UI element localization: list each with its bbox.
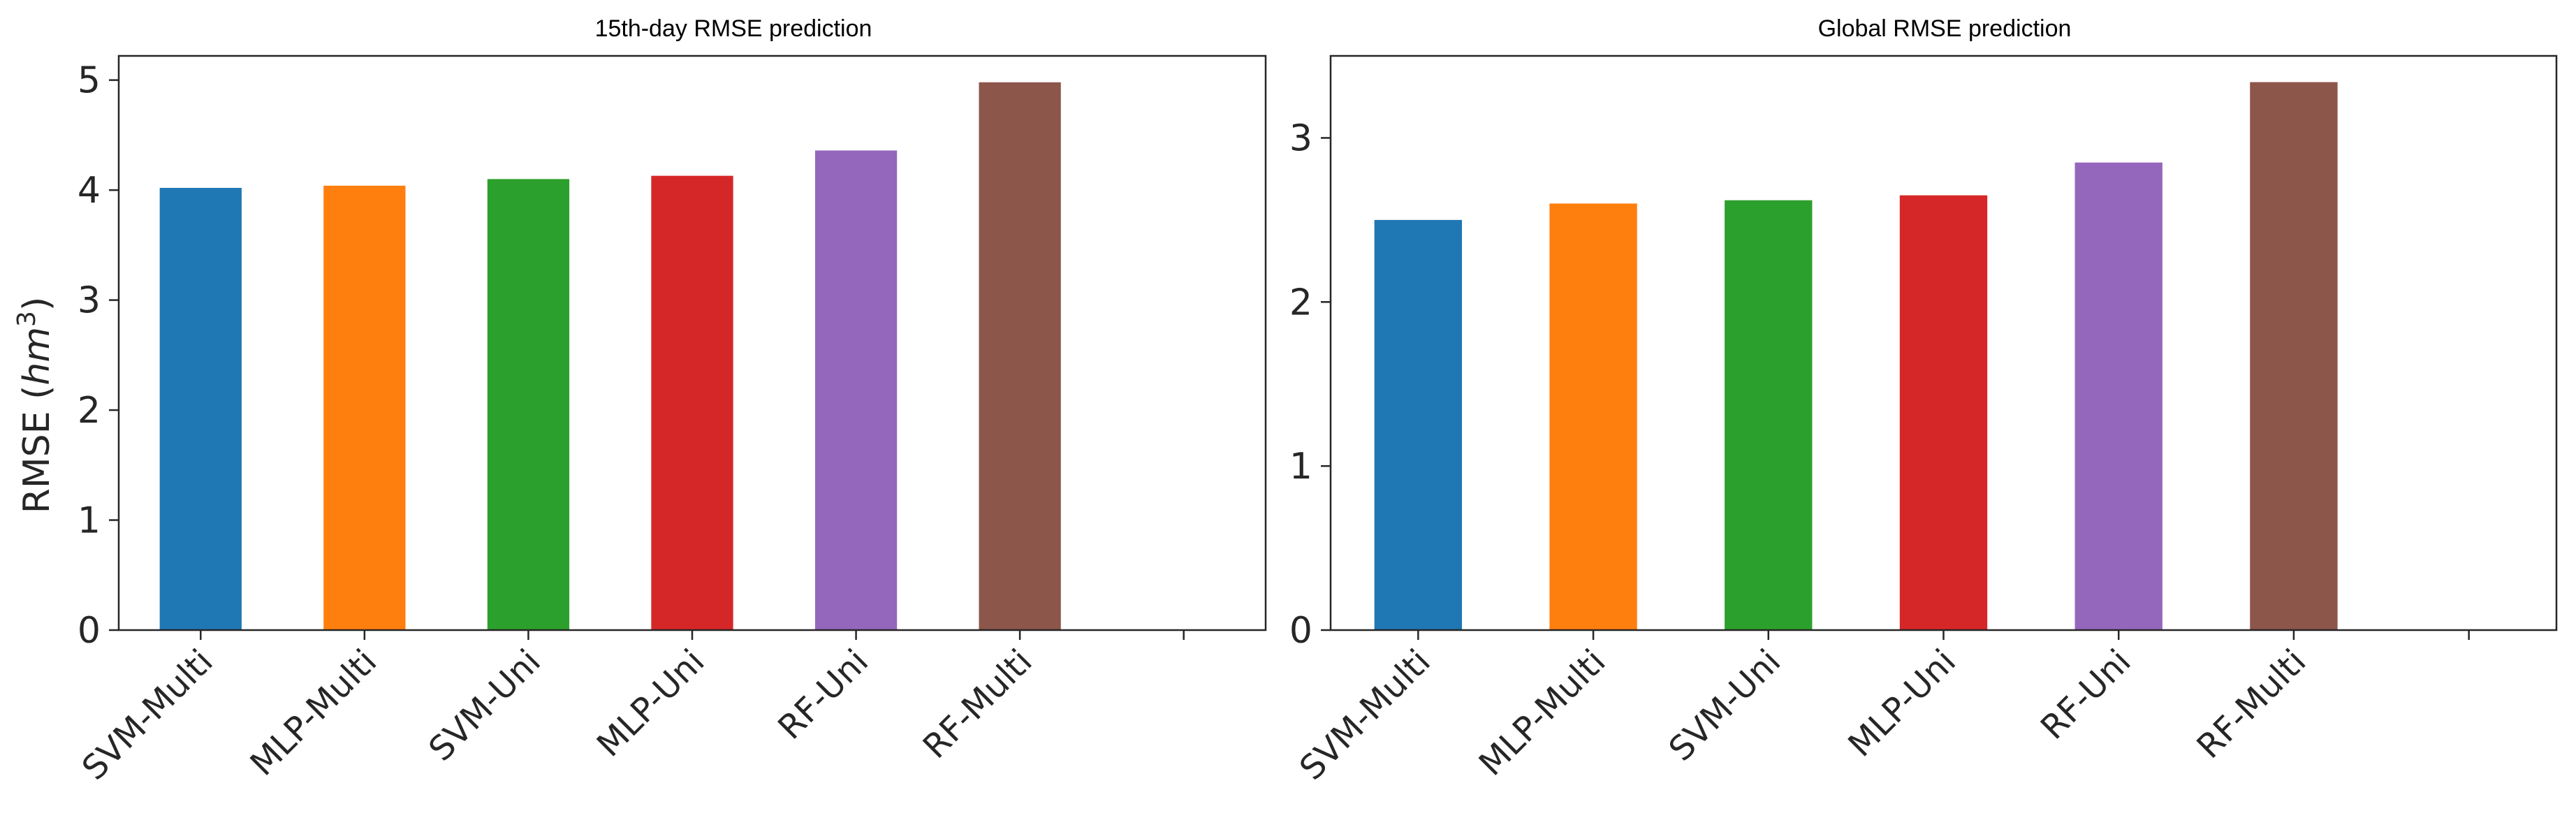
bar-rf-uni — [814, 150, 898, 630]
x-tick-label: SVM-Multi — [1292, 642, 1438, 788]
x-tick-label: MLP-Uni — [590, 642, 712, 765]
x-tick-label: SVM-Multi — [75, 642, 221, 788]
x-tick-label: SVM-Uni — [421, 642, 548, 769]
bar-mlp-uni — [1899, 195, 1988, 631]
chart-title: 15th-day RMSE prediction — [595, 15, 872, 42]
x-tick-label: RF-Uni — [2033, 642, 2139, 747]
x-tick-label: MLP-Multi — [243, 642, 385, 784]
x-tick-label: RF-Multi — [2189, 642, 2313, 766]
bar-mlp-multi — [1549, 203, 1637, 630]
plot-frame — [117, 54, 1267, 631]
y-tick-label: 3 — [78, 280, 101, 322]
y-axis-ticks: 0 1 2 3 4 5 — [78, 60, 119, 652]
y-tick-label: 2 — [1289, 282, 1312, 323]
y-tick-label: 1 — [1289, 446, 1312, 488]
x-tick-label: RF-Multi — [916, 642, 1040, 766]
y-tick-label: 5 — [78, 60, 101, 102]
y-tick-label: 0 — [1289, 610, 1312, 652]
x-tick-label: MLP-Uni — [1840, 642, 1963, 765]
chart-15th-day-rmse: 15th-day RMSE prediction RMSE (hm3) 0123… — [13, 15, 1267, 788]
y-axis-label-sup: 3 — [13, 311, 41, 327]
bar-rf-multi — [2250, 82, 2338, 630]
bar-rf-multi — [979, 82, 1061, 631]
bar-mlp-uni — [651, 175, 733, 630]
bar-rf-uni — [2074, 162, 2162, 630]
x-axis-ticks: SVM-Multi MLP-Multi SVM-Uni MLP-Uni RF-Uni RF… — [1292, 630, 2470, 788]
y-tick-label: 2 — [78, 390, 101, 432]
y-tick-label: 3 — [1289, 117, 1312, 159]
y-axis-label-italic: hm — [16, 327, 58, 386]
x-axis-ticks: SVM-Multi MLP-Multi SVM-Uni MLP-Uni RF-Uni RF… — [75, 630, 1185, 788]
y-axis-label-close: ) — [16, 297, 58, 311]
y-tick-label: 1 — [78, 500, 101, 542]
plot-frame — [1329, 54, 2558, 631]
bar-svm-uni — [487, 179, 570, 631]
bar-series — [1374, 82, 2338, 631]
y-axis-label-base: RMSE ( — [16, 386, 58, 514]
bar-mlp-multi — [323, 185, 406, 630]
y-axis-ticks: 0 1 2 3 — [1289, 117, 1331, 652]
y-axis-label: RMSE (hm3) — [13, 297, 59, 514]
y-tick-label: 0 — [78, 610, 101, 652]
bar-svm-multi — [159, 187, 242, 630]
x-tick-label: SVM-Uni — [1662, 642, 1789, 769]
bar-series — [159, 82, 1061, 631]
chart-title: Global RMSE prediction — [1818, 15, 2072, 42]
x-tick-label: MLP-Multi — [1472, 642, 1613, 784]
bar-svm-uni — [1725, 200, 1813, 630]
x-tick-label: RF-Uni — [770, 642, 876, 747]
y-tick-label: 4 — [78, 170, 101, 212]
bar-svm-multi — [1374, 219, 1463, 630]
